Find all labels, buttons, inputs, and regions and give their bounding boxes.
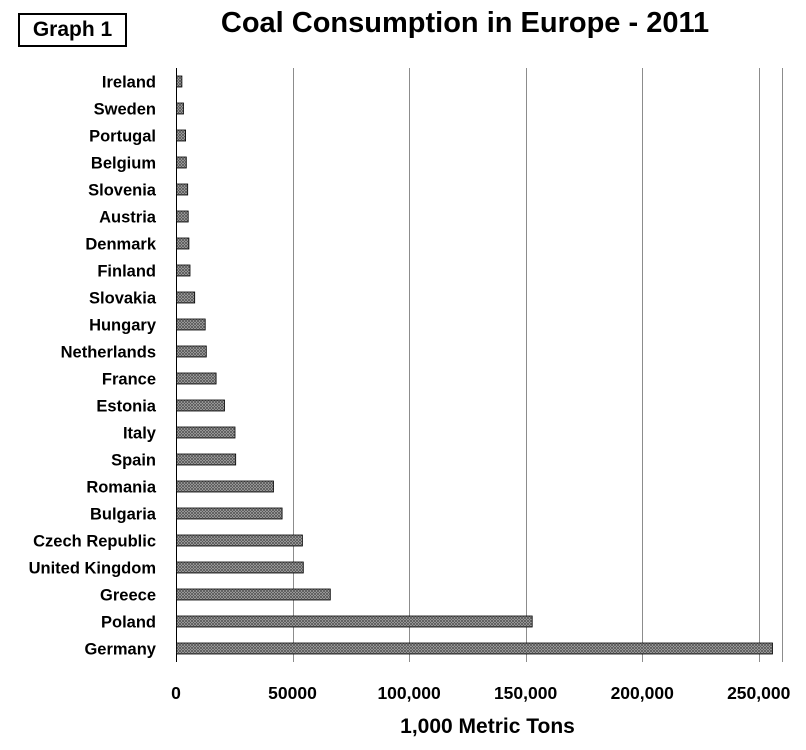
bar	[176, 507, 283, 520]
bar	[176, 399, 225, 412]
bar	[176, 129, 187, 142]
chart-title: Coal Consumption in Europe - 2011	[220, 7, 710, 39]
bar	[176, 291, 196, 304]
x-tick-label: 50000	[268, 683, 317, 703]
bar	[176, 588, 331, 601]
x-tick-label: 0	[171, 683, 181, 703]
bar	[176, 642, 773, 655]
bar	[176, 453, 237, 466]
y-tick-label: Belgium	[91, 155, 156, 173]
bar	[176, 372, 217, 385]
y-tick-label: Netherlands	[61, 344, 156, 362]
y-tick-label: Sweden	[94, 101, 156, 119]
y-tick-label: Spain	[111, 452, 156, 470]
y-tick-label: United Kingdom	[29, 560, 156, 578]
y-tick-label: Denmark	[85, 236, 156, 254]
y-tick-label: Portugal	[89, 128, 156, 146]
bar	[176, 237, 190, 250]
bar	[176, 561, 304, 574]
bar	[176, 75, 183, 88]
x-tick-label: 250,000	[727, 683, 791, 703]
y-tick-label: Finland	[97, 263, 156, 281]
x-tick-label: 100,000	[377, 683, 441, 703]
y-tick-label: Hungary	[89, 317, 157, 335]
y-tick-label: Romania	[86, 479, 157, 497]
bar	[176, 318, 206, 331]
bar	[176, 534, 303, 547]
y-tick-label: Germany	[84, 641, 156, 659]
y-tick-label: Slovenia	[88, 182, 157, 200]
y-tick-label: France	[102, 371, 156, 389]
y-tick-label: Poland	[101, 614, 156, 632]
graph-tag: Graph 1	[18, 13, 127, 47]
y-tick-label: Ireland	[102, 74, 156, 92]
bar	[176, 345, 207, 358]
bar	[176, 615, 533, 628]
x-tick-label: 150,000	[494, 683, 558, 703]
y-tick-label: Austria	[99, 209, 157, 227]
y-tick-label: Bulgaria	[90, 506, 157, 524]
bar	[176, 480, 274, 493]
x-axis-label: 1,000 Metric Tons	[400, 715, 575, 738]
bar	[176, 210, 189, 223]
y-tick-label: Slovakia	[89, 290, 157, 308]
bar	[176, 264, 191, 277]
y-tick-label: Greece	[100, 587, 156, 605]
bar	[176, 156, 187, 169]
bar	[176, 102, 184, 115]
y-tick-label: Czech Republic	[33, 533, 156, 551]
y-tick-label: Estonia	[96, 398, 156, 416]
x-tick-label: 200,000	[611, 683, 675, 703]
bar	[176, 426, 236, 439]
y-tick-label: Italy	[123, 425, 157, 443]
bar	[176, 183, 189, 196]
